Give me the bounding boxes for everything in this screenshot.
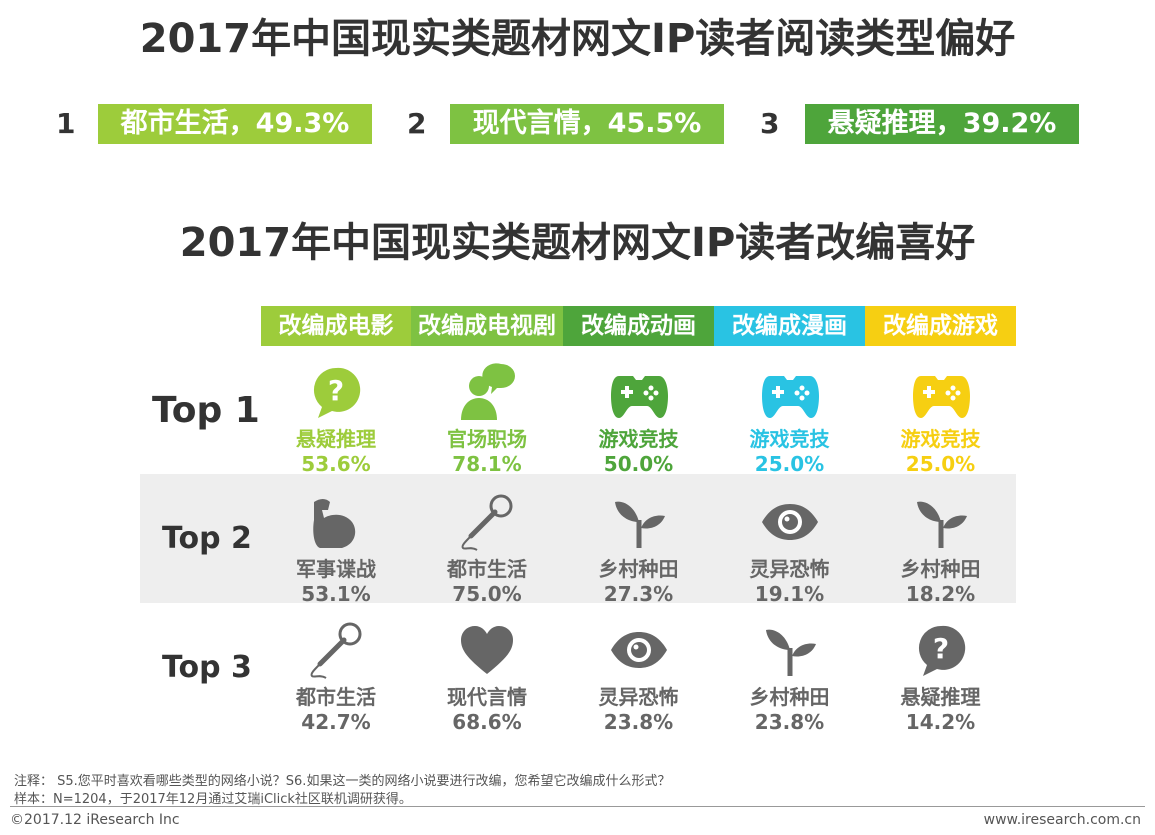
cell-3-4: 乡村种田 23.8% <box>714 620 865 734</box>
cell-1-5: 游戏竞技 25.0% <box>865 362 1016 476</box>
cell-2-2: 都市生活 75.0% <box>411 492 563 606</box>
cell-3-5: ? 悬疑推理 14.2% <box>865 620 1016 734</box>
cell-value: 25.0% <box>905 452 976 476</box>
row-label-top3: Top 3 <box>162 650 252 685</box>
cell-category: 灵异恐怖 <box>598 685 679 709</box>
cell-3-2: 现代言情 68.6% <box>411 620 563 734</box>
cell-value: 42.7% <box>301 710 371 734</box>
cell-3-3: 灵异恐怖 23.8% <box>563 620 714 734</box>
note-question: 注释： S5.您平时喜欢看哪些类型的网络小说？S6.如果这一类的网络小说要进行改… <box>14 774 671 789</box>
column-header-movie: 改编成电影 <box>261 306 411 346</box>
cell-1-2: 官场职场 78.1% <box>411 362 563 476</box>
column-header-tv: 改编成电视剧 <box>411 306 563 346</box>
cell-category: 乡村种田 <box>598 557 679 581</box>
svg-text:?: ? <box>932 632 948 665</box>
cell-value: 53.6% <box>301 452 371 476</box>
top2-row-band <box>140 474 1016 603</box>
question-bubble-icon: ? <box>306 362 366 422</box>
cell-category: 悬疑推理 <box>900 685 981 709</box>
cell-category: 都市生活 <box>447 557 527 581</box>
cell-category: 灵异恐怖 <box>749 557 830 581</box>
cell-value: 75.0% <box>452 582 522 606</box>
row-label-top2: Top 2 <box>162 521 252 556</box>
cell-category: 游戏竞技 <box>900 427 981 451</box>
cell-category: 乡村种田 <box>749 685 830 709</box>
cell-1-3: 游戏竞技 50.0% <box>563 362 714 476</box>
footer-copyright: ©2017.12 iResearch Inc <box>10 812 180 828</box>
cell-value: 68.6% <box>452 710 522 734</box>
cell-category: 军事谍战 <box>296 557 376 581</box>
rank-box-3: 悬疑推理，39.2% <box>805 104 1079 144</box>
cell-value: 14.2% <box>905 710 976 734</box>
eye-icon <box>609 620 669 680</box>
cell-2-1: 军事谍战 53.1% <box>261 492 411 606</box>
gamepad-icon <box>760 362 820 422</box>
rank-number-1: 1 <box>56 107 76 140</box>
cell-2-3: 乡村种田 27.3% <box>563 492 714 606</box>
cell-value: 23.8% <box>754 710 825 734</box>
heart-icon <box>457 620 517 680</box>
row-label-top1: Top 1 <box>152 390 260 431</box>
note-sample: 样本：N=1204，于2017年12月通过艾瑞iClick社区联机调研获得。 <box>14 792 412 807</box>
adaptation-title: 2017年中国现实类题材网文IP读者改编喜好 <box>179 220 976 266</box>
cell-value: 18.2% <box>905 582 976 606</box>
cell-category: 都市生活 <box>296 685 376 709</box>
page-title: 2017年中国现实类题材网文IP读者阅读类型偏好 <box>139 16 1016 62</box>
person-chat-icon <box>457 362 517 422</box>
footer-website: www.iresearch.com.cn <box>983 812 1141 828</box>
muscle-arm-icon <box>306 492 366 552</box>
column-header-comic: 改编成漫画 <box>714 306 865 346</box>
question-bubble-icon: ? <box>911 620 971 680</box>
cell-category: 乡村种田 <box>900 557 981 581</box>
rank-number-3: 3 <box>760 107 780 140</box>
cell-category: 悬疑推理 <box>296 427 376 451</box>
cell-category: 游戏竞技 <box>598 427 679 451</box>
cell-category: 游戏竞技 <box>749 427 830 451</box>
cell-value: 25.0% <box>754 452 825 476</box>
gamepad-icon <box>609 362 669 422</box>
rank-number-2: 2 <box>407 107 427 140</box>
eye-icon <box>760 492 820 552</box>
cell-1-1: ? 悬疑推理 53.6% <box>261 362 411 476</box>
svg-text:?: ? <box>328 374 344 407</box>
cell-value: 27.3% <box>603 582 674 606</box>
sprout-icon <box>760 620 820 680</box>
cell-2-5: 乡村种田 18.2% <box>865 492 1016 606</box>
microphone-icon <box>306 620 366 680</box>
reading-preference-ranking: 1 都市生活，49.3% 2 现代言情，45.5% 3 悬疑推理，39.2% <box>0 104 1155 144</box>
cell-value: 53.1% <box>301 582 371 606</box>
cell-value: 23.8% <box>603 710 674 734</box>
cell-value: 19.1% <box>754 582 825 606</box>
microphone-icon <box>457 492 517 552</box>
column-header-game: 改编成游戏 <box>865 306 1016 346</box>
cell-2-4: 灵异恐怖 19.1% <box>714 492 865 606</box>
cell-value: 78.1% <box>452 452 522 476</box>
cell-1-4: 游戏竞技 25.0% <box>714 362 865 476</box>
cell-value: 50.0% <box>603 452 674 476</box>
rank-box-1: 都市生活，49.3% <box>98 104 372 144</box>
rank-box-2: 现代言情，45.5% <box>450 104 724 144</box>
cell-3-1: 都市生活 42.7% <box>261 620 411 734</box>
gamepad-icon <box>911 362 971 422</box>
sprout-icon <box>609 492 669 552</box>
column-header-animation: 改编成动画 <box>563 306 714 346</box>
cell-category: 官场职场 <box>447 427 527 451</box>
cell-category: 现代言情 <box>447 685 527 709</box>
footer-divider <box>10 806 1145 807</box>
sprout-icon <box>911 492 971 552</box>
